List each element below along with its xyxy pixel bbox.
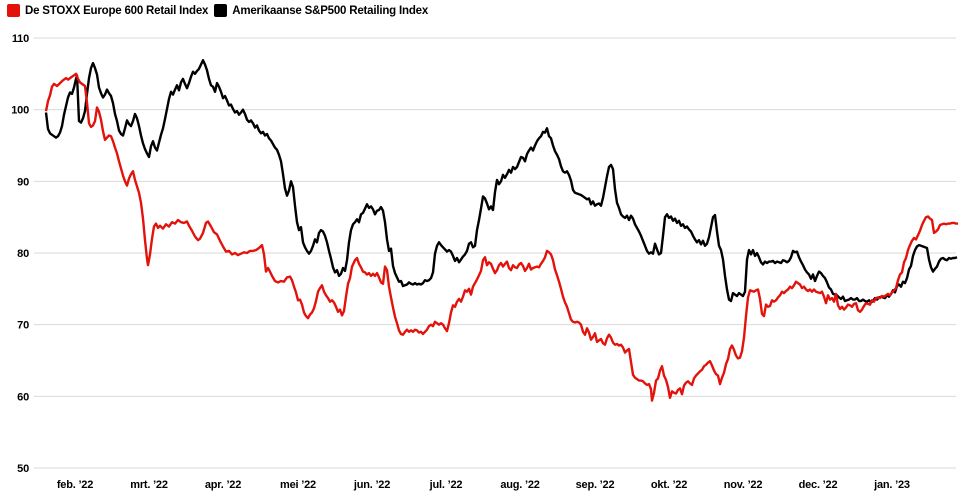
y-axis-tick-label: 50 (17, 463, 29, 475)
y-axis-tick-label: 80 (17, 248, 29, 260)
x-axis-tick-label: apr. ’22 (205, 479, 241, 491)
legend-label-stoxx: De STOXX Europe 600 Retail Index (25, 4, 209, 17)
x-axis-tick-label: feb. ’22 (57, 479, 93, 491)
series-line-stoxx-europe-600-retail (44, 72, 958, 402)
legend-label-sp500: Amerikaanse S&P500 Retailing Index (232, 4, 429, 17)
x-axis-tick-label: mrt. ’22 (130, 479, 168, 491)
y-axis-tick-label: 90 (17, 176, 29, 188)
x-axis-tick-label: aug. ’22 (500, 479, 539, 491)
legend-item-sp500: Amerikaanse S&P500 Retailing Index (214, 4, 428, 17)
x-axis-tick-label: nov. ’22 (724, 479, 763, 491)
x-axis-tick-label: dec. ’22 (799, 479, 838, 491)
x-axis-tick-label: jan. ’23 (873, 479, 910, 491)
x-axis-tick-label: sep. ’22 (576, 479, 615, 491)
y-axis-tick-label: 60 (17, 391, 29, 403)
x-axis-tick-label: jun. ’22 (353, 479, 390, 491)
legend-swatch-black (214, 4, 228, 17)
legend-swatch-red (7, 4, 20, 17)
y-axis-tick-label: 70 (17, 320, 29, 332)
x-axis-tick-label: okt. ’22 (651, 479, 687, 491)
x-axis-tick-label: jul. ’22 (429, 479, 463, 491)
y-axis-tick-label: 110 (12, 33, 29, 45)
y-axis-tick-label: 100 (11, 105, 29, 117)
series-line-sp500-retailing (44, 59, 958, 304)
x-axis-tick-label: mei ’22 (280, 479, 316, 491)
legend: De STOXX Europe 600 Retail Index Amerika… (7, 4, 434, 17)
legend-item-stoxx: De STOXX Europe 600 Retail Index (7, 4, 208, 17)
